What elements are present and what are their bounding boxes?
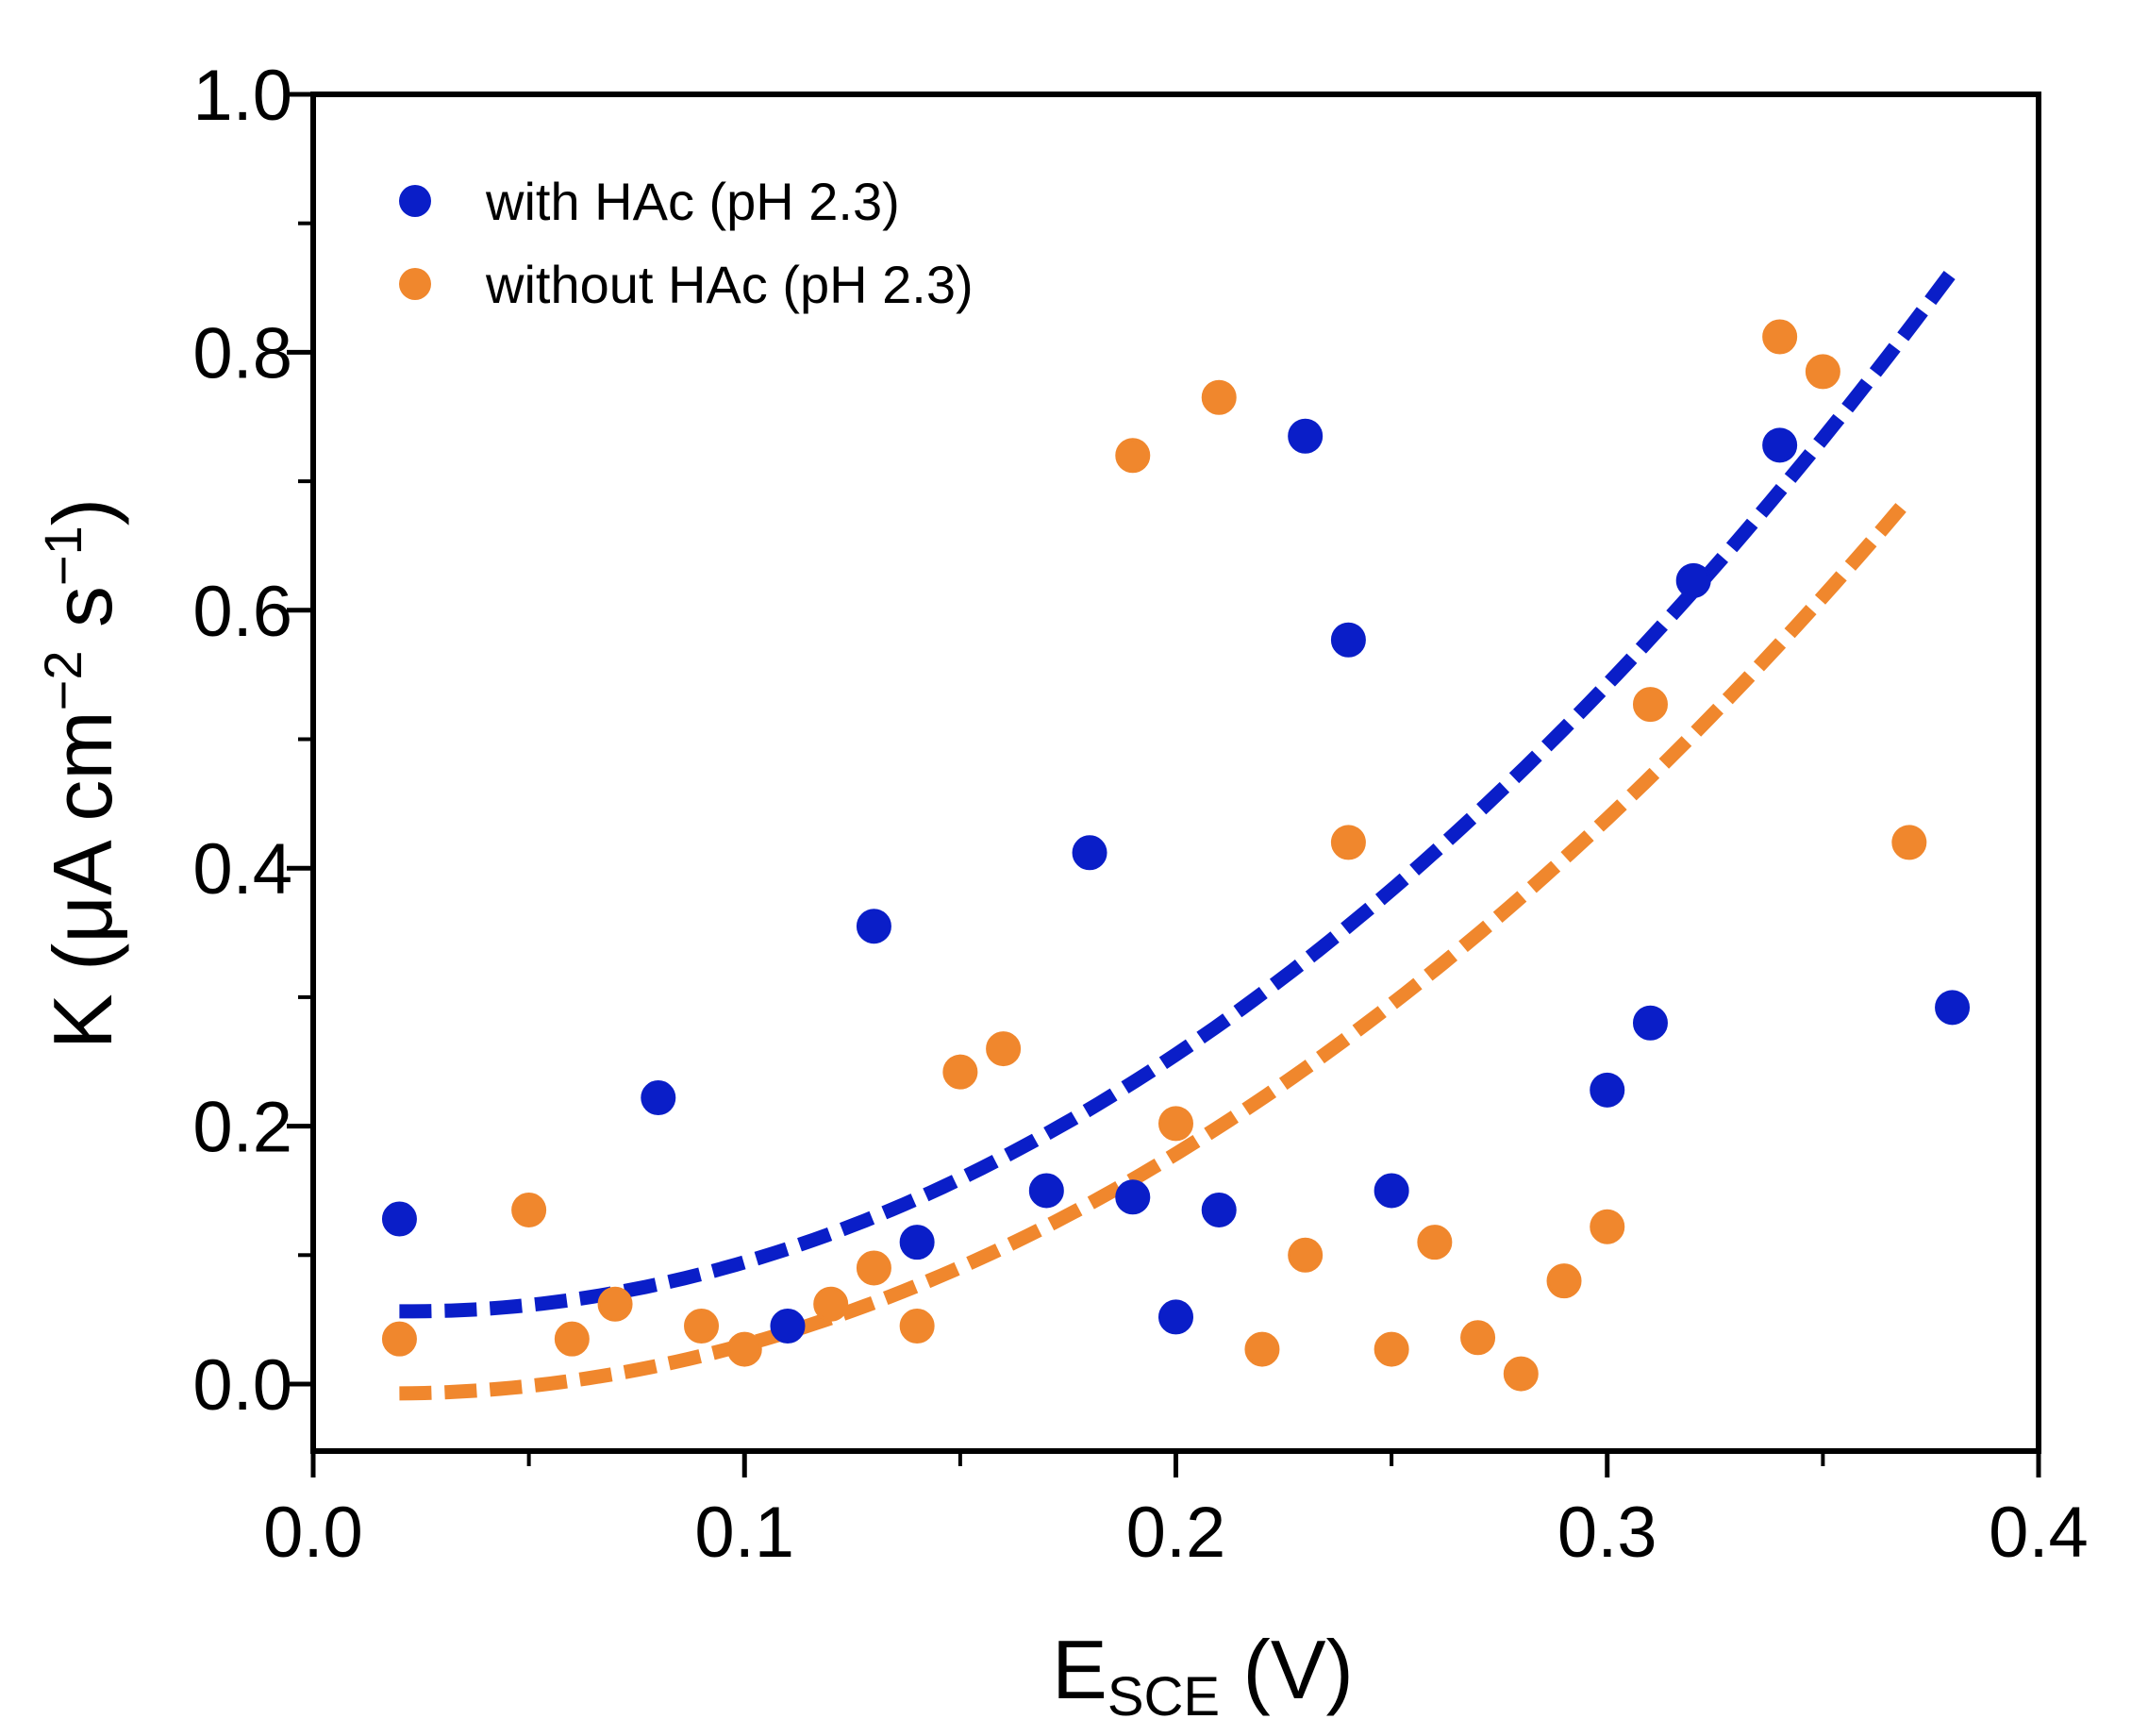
data-point-series-1 [1590,1072,1625,1108]
data-point-series-1 [1675,562,1711,598]
x-tick-label: 0.2 [1126,1493,1226,1573]
data-point-series-2 [1891,825,1927,860]
legend: with HAc (pH 2.3) without HAc (pH 2.3) [399,172,974,314]
data-point-series-2 [1590,1209,1625,1244]
data-point-series-1 [899,1225,935,1260]
data-point-series-2 [1632,687,1668,723]
y-tick-label: 0.8 [192,313,292,393]
data-point-series-1 [1632,1005,1668,1041]
fit-line-series-1 [399,267,1958,1319]
data-points [381,319,1971,1392]
data-point-series-2 [381,1321,417,1357]
data-point-series-1 [1330,622,1366,658]
data-point-series-1 [1935,990,1971,1026]
data-point-series-2 [986,1031,1022,1067]
data-point-series-2 [1762,319,1798,355]
x-tick-label: 0.3 [1557,1493,1657,1573]
y-tick-label: 0.4 [192,829,292,910]
fit-lines [399,267,1958,1401]
data-point-series-1 [770,1308,806,1344]
data-point-series-1 [1028,1173,1064,1209]
data-point-series-1 [641,1080,676,1116]
fit-line-series-2 [399,492,1915,1401]
data-point-series-2 [1460,1320,1496,1356]
y-tick-label: 0.6 [192,572,292,652]
y-axis-title-mid: s [36,586,129,650]
data-point-series-1 [1158,1299,1193,1335]
y-tick-label: 1.0 [192,56,292,136]
y-axis-title-post: ) [36,498,129,526]
data-point-series-1 [1115,1179,1151,1215]
data-point-series-1 [856,909,891,944]
data-point-series-1 [1201,1192,1237,1227]
y-tick-label: 0.2 [192,1088,292,1168]
plot-frame [310,92,2041,1454]
data-point-series-2 [1201,379,1237,415]
legend-marker-series-1 [399,185,431,217]
data-point-series-2 [1374,1331,1409,1367]
data-point-series-2 [684,1308,720,1344]
data-point-series-2 [942,1054,978,1090]
data-point-series-2 [1805,354,1840,390]
y-axis-title-exp2: −1 [33,526,92,586]
data-point-series-2 [1417,1225,1453,1260]
data-point-series-2 [1288,1237,1324,1273]
data-point-series-1 [1374,1173,1409,1209]
y-tick-label: 0.0 [192,1345,292,1426]
x-axis-title-unit: (V) [1220,1623,1354,1716]
axis-ticks: 0.0 0.1 0.2 0.3 0.4 0.0 0.2 0.4 0.6 0.8 1.0 [192,56,2088,1573]
data-point-series-2 [726,1331,762,1367]
legend-label-series-1: with HAc (pH 2.3) [485,172,900,231]
legend-label-series-2: without HAc (pH 2.3) [485,255,974,314]
data-point-series-2 [597,1286,633,1322]
data-point-series-2 [1244,1331,1280,1367]
y-axis-title-exp1: −2 [33,651,92,711]
x-axis-title-main: E [1052,1623,1107,1716]
data-point-series-2 [1546,1263,1582,1299]
x-axis-title-sub: SCE [1107,1666,1220,1728]
data-point-series-2 [1115,438,1151,474]
data-point-series-2 [899,1308,935,1344]
data-point-series-1 [381,1201,417,1237]
data-point-series-2 [1158,1106,1193,1142]
data-point-series-2 [856,1250,891,1286]
data-point-series-2 [813,1286,849,1322]
legend-marker-series-2 [399,268,431,300]
data-point-series-2 [554,1321,590,1357]
data-point-series-1 [1762,427,1798,463]
data-point-series-2 [511,1192,547,1227]
data-point-series-2 [1503,1356,1539,1392]
data-point-series-1 [1288,418,1324,454]
x-tick-label: 0.1 [694,1493,794,1573]
x-tick-label: 0.4 [1989,1493,2089,1573]
x-axis-title: ESCE (V) [1052,1623,1354,1728]
y-axis-title-pre: K (μA cm [36,710,129,1049]
data-point-series-2 [1330,825,1366,860]
data-point-series-1 [1072,835,1107,871]
x-tick-label: 0.0 [263,1493,363,1573]
y-axis-title: K (μA cm−2 s−1) [33,498,129,1049]
